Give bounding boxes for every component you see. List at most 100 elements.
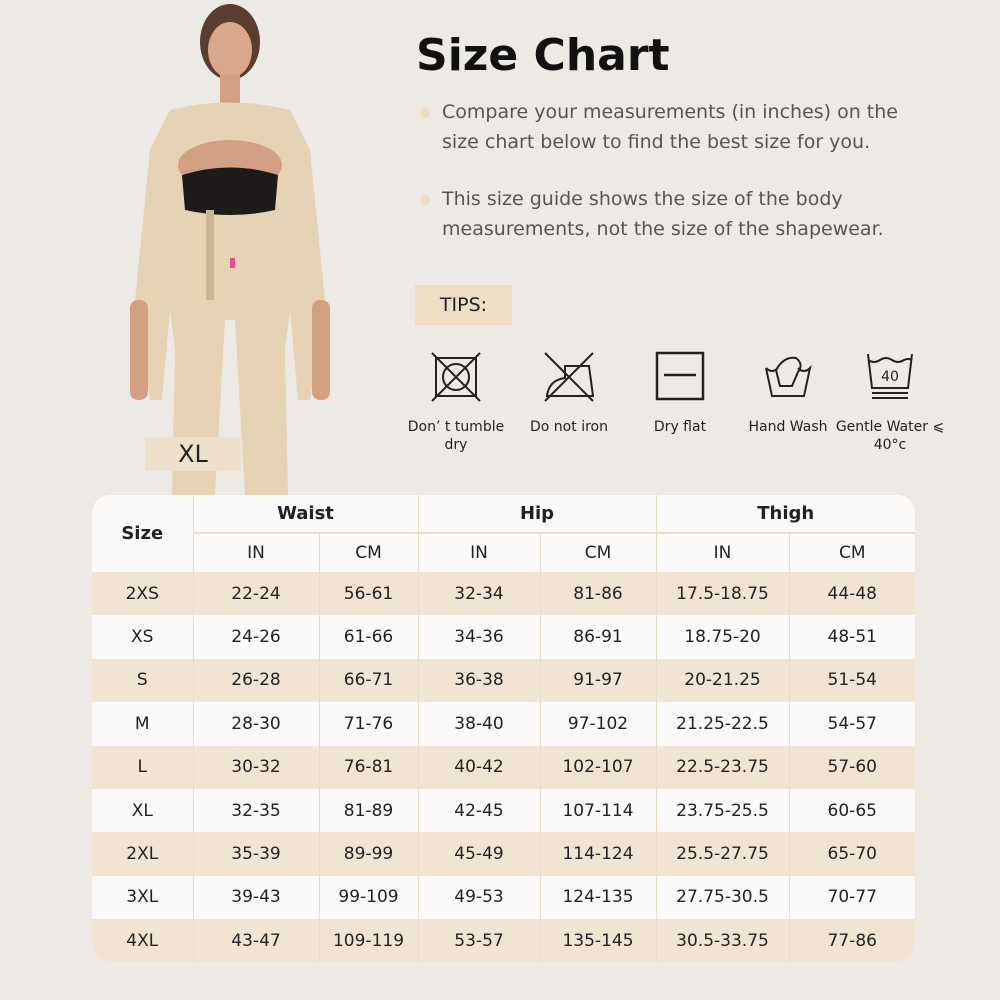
no-iron-icon bbox=[544, 352, 595, 402]
measurement-cell: 56-61 bbox=[318, 572, 418, 616]
care-dry-flat: Dry flat bbox=[620, 350, 740, 436]
measurement-cell: 51-54 bbox=[788, 658, 915, 703]
no-tumble-dry-icon bbox=[431, 352, 481, 402]
measurement-cell: 25.5-27.75 bbox=[655, 832, 789, 876]
waist-header: Waist bbox=[192, 495, 418, 533]
care-gentle-wash: 40 Gentle Water ⩽ 40°c bbox=[830, 350, 950, 454]
measurement-cell: 60-65 bbox=[788, 788, 915, 833]
size-cell: XL bbox=[131, 800, 153, 821]
measurement-cell: 22.5-23.75 bbox=[655, 745, 789, 789]
measurement-cell: 107-114 bbox=[539, 788, 656, 833]
measurement-cell: 45-49 bbox=[417, 832, 540, 876]
measurement-cell: 36-38 bbox=[417, 658, 540, 703]
measurement-cell: 44-48 bbox=[788, 572, 915, 616]
model-size-label: XL bbox=[145, 437, 241, 471]
measurement-cell: 54-57 bbox=[788, 702, 915, 746]
tips-label: TIPS: bbox=[415, 285, 512, 325]
measurement-cell: 24-26 bbox=[192, 615, 319, 659]
measurement-cell: 61-66 bbox=[318, 615, 418, 659]
care-no-iron: Do not iron bbox=[509, 350, 629, 436]
measurement-cell: 91-97 bbox=[539, 658, 656, 703]
measurement-cell: 35-39 bbox=[192, 832, 319, 876]
unit-header: IN bbox=[417, 532, 540, 572]
size-table: Size Waist Hip Thigh IN CM IN CM IN CM 2XS 22-… bbox=[92, 495, 915, 962]
measurement-cell: 77-86 bbox=[788, 919, 915, 962]
care-label: Do not iron bbox=[530, 419, 608, 435]
measurement-cell: 53-57 bbox=[417, 919, 540, 962]
table-row: 2XL 35-39 89-99 45-49 114-124 25.5-27.75 65-70 bbox=[92, 832, 915, 876]
measurement-cell: 26-28 bbox=[192, 658, 319, 703]
measurement-cell: 65-70 bbox=[788, 832, 915, 876]
measurement-cell: 22-24 bbox=[192, 572, 319, 616]
hip-header: Hip bbox=[417, 495, 656, 533]
measurement-cell: 34-36 bbox=[417, 615, 540, 659]
measurement-cell: 57-60 bbox=[788, 745, 915, 789]
care-no-tumble-dry: Don’ t tumble dry bbox=[396, 350, 516, 454]
unit-header: IN bbox=[192, 532, 319, 572]
care-label: Hand Wash bbox=[748, 419, 828, 435]
measurement-cell: 114-124 bbox=[539, 832, 656, 876]
measurement-cell: 42-45 bbox=[417, 788, 540, 833]
bullet-measurements: Compare your measurements (in inches) on… bbox=[420, 97, 920, 157]
table-row: XS 24-26 61-66 34-36 86-91 18.75-20 48-51 bbox=[92, 615, 915, 659]
hand-wash-icon bbox=[765, 356, 812, 397]
table-row: XL 32-35 81-89 42-45 107-114 23.75-25.5 60-65 bbox=[92, 788, 915, 833]
measurement-cell: 30.5-33.75 bbox=[655, 919, 789, 962]
measurement-cell: 18.75-20 bbox=[655, 615, 789, 659]
measurement-cell: 71-76 bbox=[318, 702, 418, 746]
size-cell: 4XL bbox=[126, 930, 159, 951]
measurement-cell: 32-34 bbox=[417, 572, 540, 616]
measurement-cell: 76-81 bbox=[318, 745, 418, 789]
measurement-cell: 43-47 bbox=[192, 919, 319, 962]
size-cell: 3XL bbox=[126, 887, 159, 908]
svg-text:40: 40 bbox=[881, 369, 899, 385]
size-cell: L bbox=[137, 757, 147, 778]
care-hand-wash: Hand Wash bbox=[728, 350, 848, 436]
thigh-header: Thigh bbox=[655, 495, 915, 533]
size-header: Size bbox=[121, 523, 164, 544]
measurement-cell: 32-35 bbox=[192, 788, 319, 833]
bullet-size-guide: This size guide shows the size of the bo… bbox=[420, 184, 920, 244]
measurement-cell: 30-32 bbox=[192, 745, 319, 789]
model-photo bbox=[130, 4, 330, 495]
measurement-cell: 89-99 bbox=[318, 832, 418, 876]
measurement-cell: 81-86 bbox=[539, 572, 656, 616]
table-row: 4XL 43-47 109-119 53-57 135-145 30.5-33.75 77-… bbox=[92, 919, 915, 962]
size-cell: 2XS bbox=[125, 583, 159, 604]
measurement-cell: 17.5-18.75 bbox=[655, 572, 789, 616]
measurement-cell: 49-53 bbox=[417, 875, 540, 920]
size-cell: M bbox=[134, 713, 150, 734]
dry-flat-icon bbox=[655, 351, 705, 401]
unit-header: CM bbox=[318, 532, 418, 572]
measurement-cell: 97-102 bbox=[539, 702, 656, 746]
measurement-cell: 39-43 bbox=[192, 875, 319, 920]
table-row: 2XS 22-24 56-61 32-34 81-86 17.5-18.75 44-48 bbox=[92, 572, 915, 616]
size-cell: XS bbox=[131, 627, 154, 648]
table-row: S 26-28 66-71 36-38 91-97 20-21.25 51-54 bbox=[92, 658, 915, 703]
measurement-cell: 21.25-22.5 bbox=[655, 702, 789, 746]
measurement-cell: 40-42 bbox=[417, 745, 540, 789]
measurement-cell: 102-107 bbox=[539, 745, 656, 789]
table-row: 3XL 39-43 99-109 49-53 124-135 27.75-30.5 70-7… bbox=[92, 875, 915, 920]
size-cell: 2XL bbox=[126, 844, 159, 865]
page-title: Size Chart bbox=[416, 30, 670, 81]
unit-header: CM bbox=[539, 532, 656, 572]
measurement-cell: 70-77 bbox=[788, 875, 915, 920]
care-label: Don’ t tumble dry bbox=[407, 419, 505, 453]
measurement-cell: 109-119 bbox=[318, 919, 418, 962]
measurement-cell: 27.75-30.5 bbox=[655, 875, 789, 920]
unit-header: CM bbox=[788, 532, 915, 572]
measurement-cell: 48-51 bbox=[788, 615, 915, 659]
measurement-cell: 135-145 bbox=[539, 919, 656, 962]
measurement-cell: 38-40 bbox=[417, 702, 540, 746]
measurement-cell: 28-30 bbox=[192, 702, 319, 746]
gentle-wash-40-icon: 40 bbox=[867, 353, 913, 399]
measurement-cell: 86-91 bbox=[539, 615, 656, 659]
table-row: L 30-32 76-81 40-42 102-107 22.5-23.75 57-60 bbox=[92, 745, 915, 789]
care-label: Gentle Water ⩽ 40°c bbox=[835, 419, 945, 453]
size-cell: S bbox=[136, 670, 148, 691]
measurement-cell: 23.75-25.5 bbox=[655, 788, 789, 833]
measurement-cell: 66-71 bbox=[318, 658, 418, 703]
measurement-cell: 20-21.25 bbox=[655, 658, 789, 703]
measurement-cell: 124-135 bbox=[539, 875, 656, 920]
